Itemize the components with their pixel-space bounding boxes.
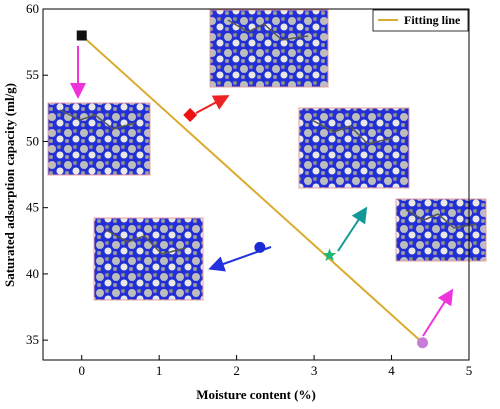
data-point-2 <box>183 107 198 122</box>
y-tick-label: 50 <box>26 133 39 148</box>
arrow-5 <box>422 288 454 337</box>
x-tick-label: 0 <box>78 363 85 378</box>
y-tick-label: 40 <box>26 266 39 281</box>
x-tick-label: 3 <box>311 363 318 378</box>
points-layer <box>76 30 429 349</box>
snapshot-image-5 <box>395 198 487 262</box>
legend-box <box>372 9 469 32</box>
data-point-1 <box>76 30 87 41</box>
fitting-line-layer <box>81 34 424 344</box>
arrow-2 <box>195 95 230 114</box>
y-tick-label: 35 <box>26 332 39 347</box>
data-point-5 <box>417 337 429 349</box>
arrow-4 <box>337 206 368 252</box>
x-tick-label: 4 <box>388 363 395 378</box>
legend: Fitting line <box>372 9 469 32</box>
snapshot-image-2 <box>209 9 329 88</box>
legend-label-fitting-line: Fitting line <box>404 13 461 27</box>
x-tick-label: 1 <box>156 363 163 378</box>
data-point-4 <box>322 248 337 261</box>
plot-frame <box>42 8 470 361</box>
simulation-snapshots <box>47 9 487 301</box>
fitting-line <box>81 34 424 344</box>
x-tick-label: 2 <box>233 363 240 378</box>
x-tick-label: 5 <box>466 363 473 378</box>
snapshot-image-3 <box>298 107 410 189</box>
y-axis-ticks: 35 40 45 50 55 60 <box>26 1 48 347</box>
x-axis-ticks: 0 1 2 3 4 5 <box>78 355 472 378</box>
y-tick-label: 55 <box>26 67 39 82</box>
snapshot-image-1 <box>47 102 151 176</box>
x-axis-title: Moisture content (%) <box>196 387 316 402</box>
y-tick-label: 45 <box>26 200 39 215</box>
y-tick-label: 60 <box>26 1 39 16</box>
y-axis-title: Saturated adsorption capacity (ml/g) <box>2 83 17 287</box>
data-point-3 <box>254 241 266 253</box>
snapshot-image-4 <box>93 217 204 301</box>
